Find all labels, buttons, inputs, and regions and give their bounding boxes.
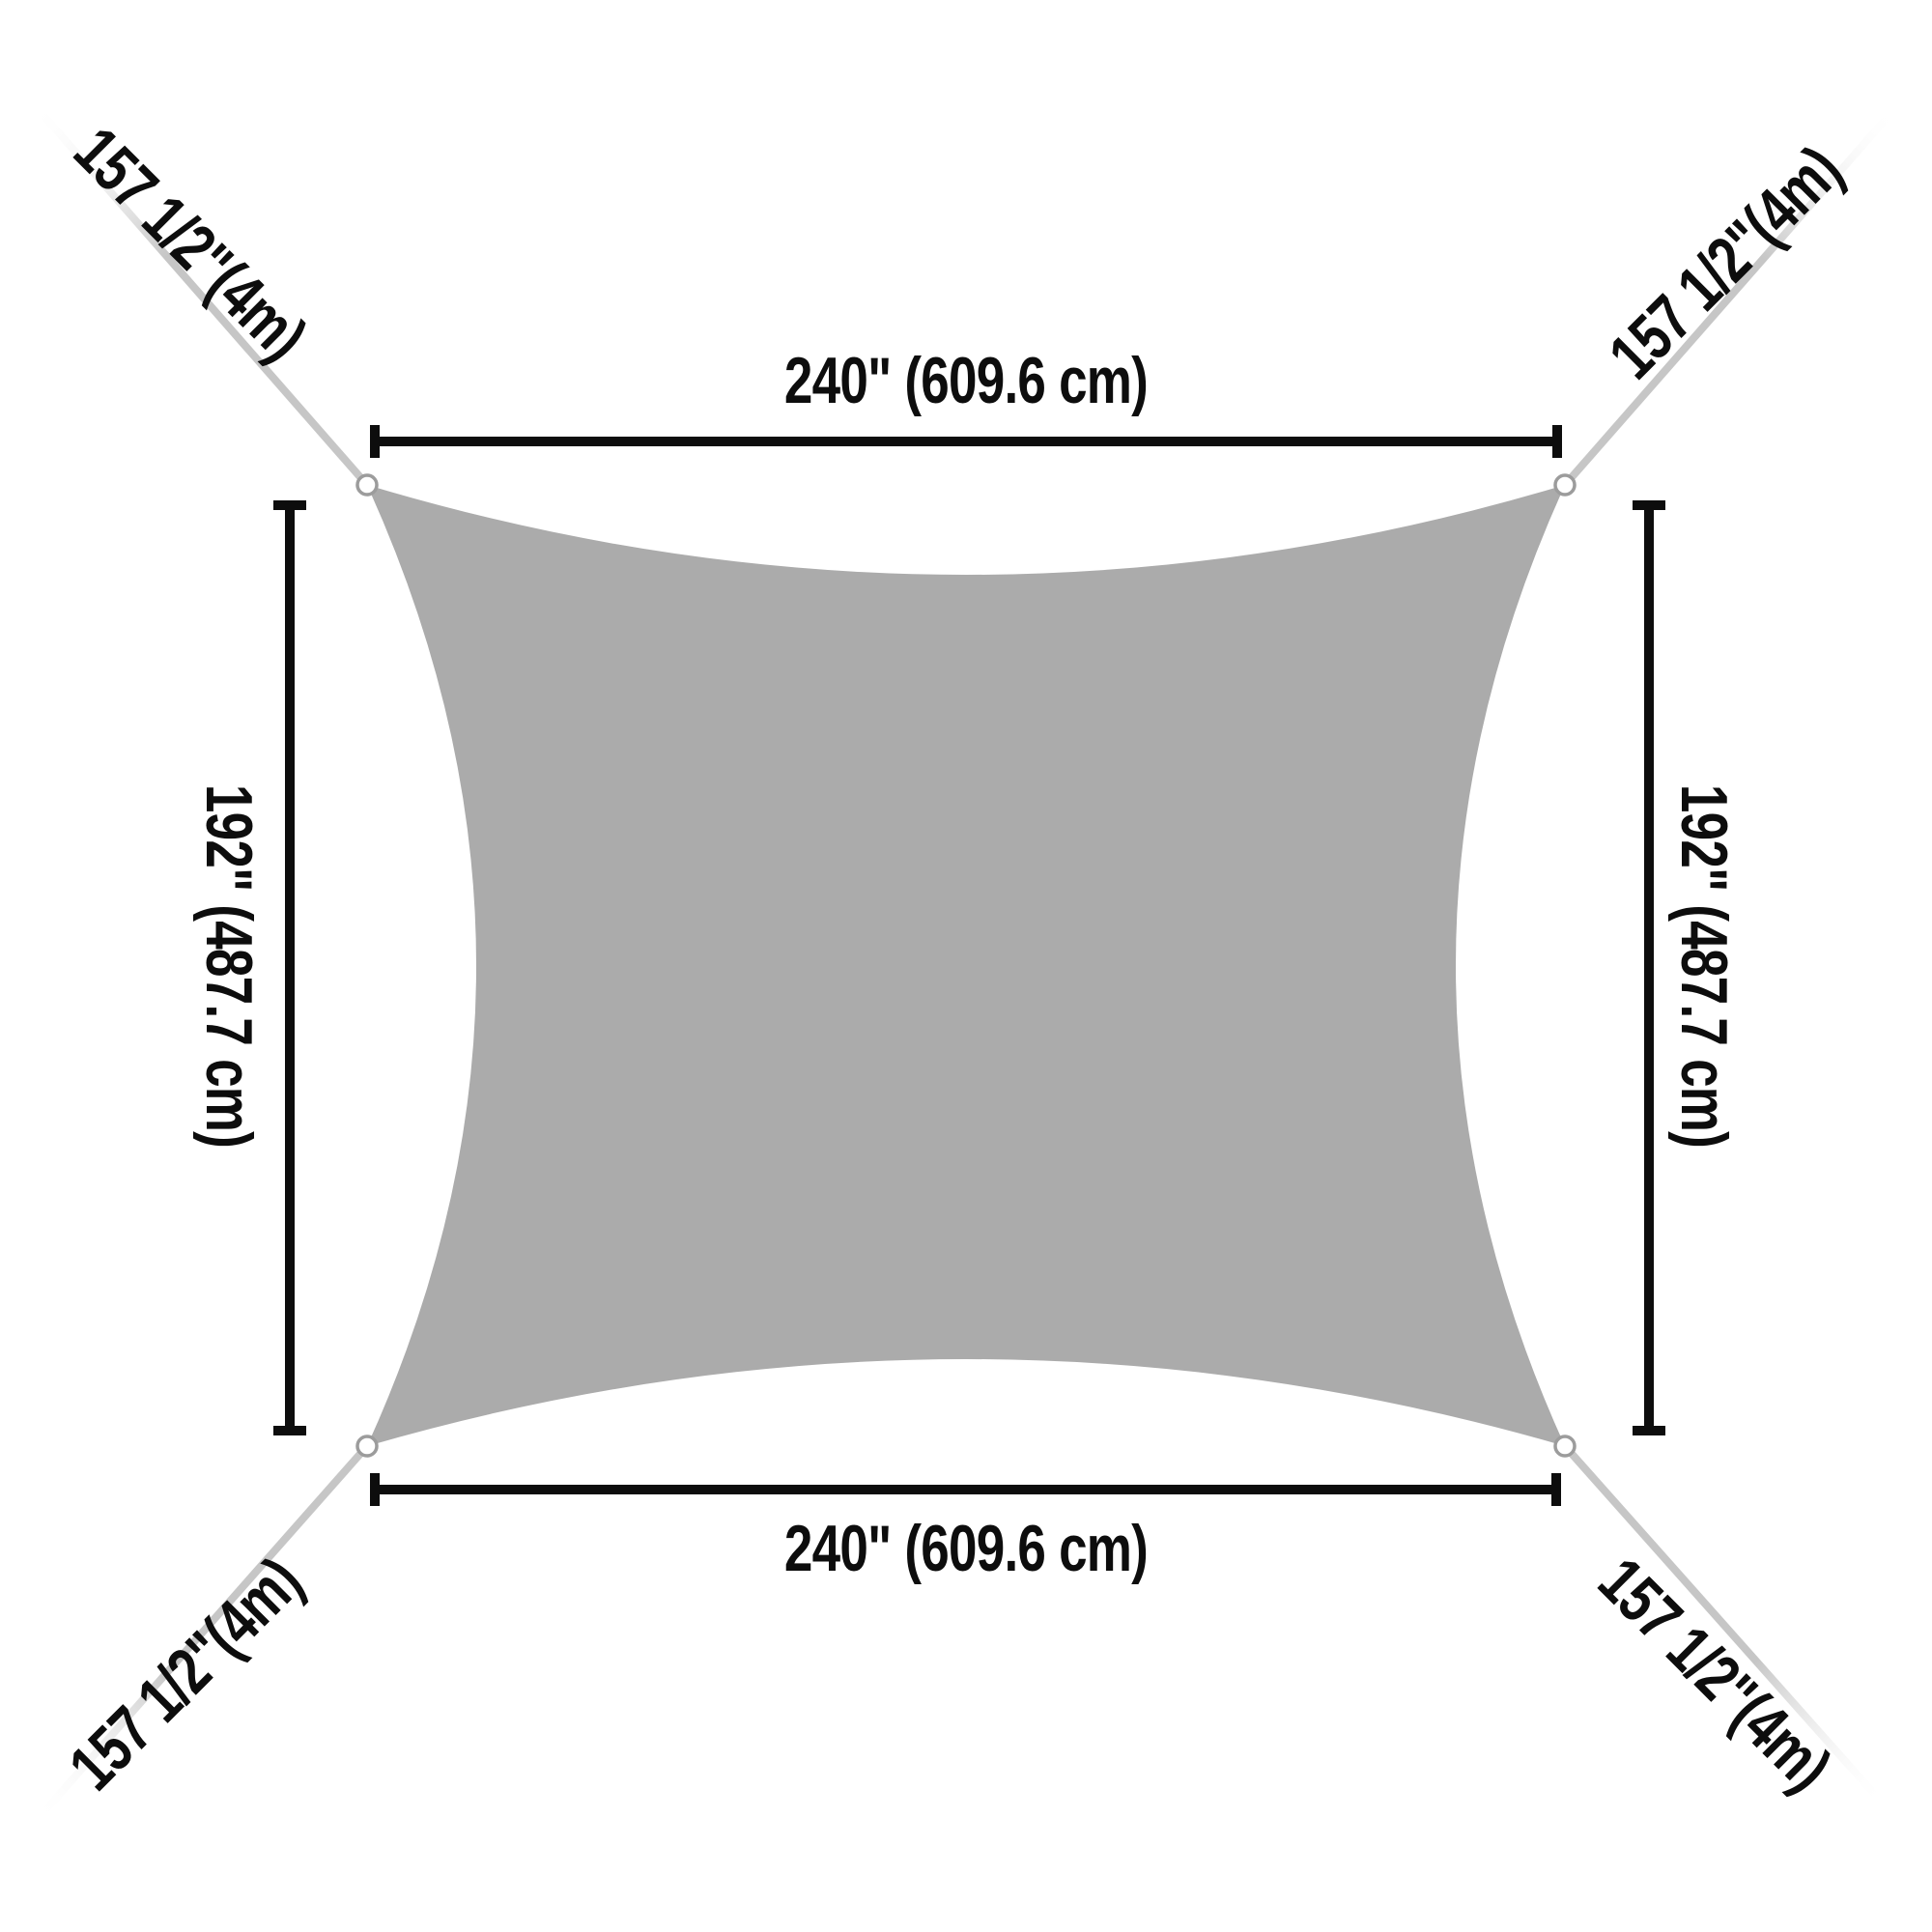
corner-ring-top-left — [355, 473, 379, 497]
dimension-label-right-height: 192" (487.7 cm) — [1667, 783, 1741, 1149]
corner-ring-bottom-right — [1553, 1435, 1577, 1458]
dimension-label-bottom-width: 240" (609.6 cm) — [783, 1512, 1149, 1585]
dimension-line-top — [370, 425, 1562, 458]
dimension-label-top-width: 240" (609.6 cm) — [783, 344, 1149, 417]
corner-ring-bottom-left — [355, 1435, 379, 1458]
rope-top-left — [30, 101, 371, 488]
rope-bottom-right — [1562, 1443, 1887, 1807]
sail-shape — [367, 485, 1565, 1446]
corner-ring-top-right — [1553, 473, 1577, 497]
dimension-label-left-height: 192" (487.7 cm) — [192, 783, 266, 1149]
dimension-line-right — [1633, 500, 1665, 1435]
rope-top-right — [1561, 105, 1899, 488]
rope-bottom-left — [34, 1443, 370, 1823]
dimension-line-bottom — [370, 1473, 1561, 1506]
dimension-line-left — [273, 500, 306, 1435]
